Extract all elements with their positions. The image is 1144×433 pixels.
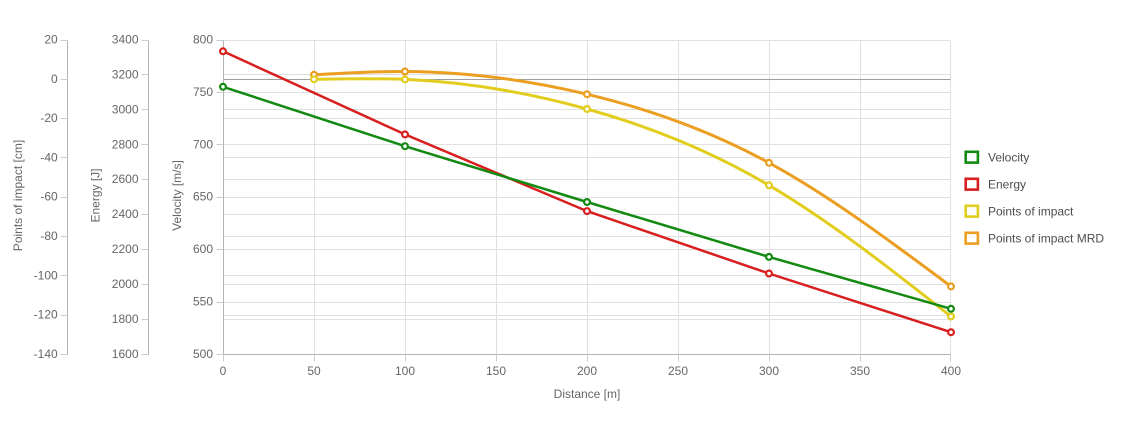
svg-text:Velocity [m/s]: Velocity [m/s]: [170, 160, 184, 231]
svg-text:250: 250: [668, 364, 688, 378]
svg-text:Distance [m]: Distance [m]: [554, 387, 621, 401]
svg-text:20: 20: [44, 33, 58, 47]
svg-text:600: 600: [193, 242, 213, 256]
svg-text:0: 0: [220, 364, 227, 378]
svg-text:-40: -40: [40, 150, 58, 164]
svg-text:Velocity: Velocity: [988, 150, 1029, 164]
svg-text:300: 300: [759, 364, 779, 378]
svg-text:700: 700: [193, 137, 213, 151]
svg-text:-120: -120: [34, 308, 58, 322]
svg-text:Energy [J]: Energy [J]: [88, 168, 102, 222]
svg-text:Points of impact [cm]: Points of impact [cm]: [11, 140, 25, 251]
svg-text:-20: -20: [40, 111, 58, 125]
svg-text:Energy: Energy: [988, 177, 1026, 191]
svg-text:2000: 2000: [112, 277, 139, 291]
svg-text:2200: 2200: [112, 242, 139, 256]
svg-text:3400: 3400: [112, 33, 139, 47]
svg-text:-60: -60: [40, 190, 58, 204]
svg-text:800: 800: [193, 33, 213, 47]
svg-text:750: 750: [193, 85, 213, 99]
svg-text:2600: 2600: [112, 172, 139, 186]
svg-text:3200: 3200: [112, 67, 139, 81]
svg-text:500: 500: [193, 347, 213, 361]
svg-text:350: 350: [850, 364, 870, 378]
svg-text:3000: 3000: [112, 102, 139, 116]
svg-text:2400: 2400: [112, 207, 139, 221]
svg-text:1600: 1600: [112, 347, 139, 361]
svg-text:-140: -140: [34, 347, 58, 361]
svg-text:200: 200: [577, 364, 597, 378]
svg-text:Points of impact: Points of impact: [988, 204, 1074, 218]
svg-text:1800: 1800: [112, 312, 139, 326]
svg-text:100: 100: [395, 364, 415, 378]
svg-text:-80: -80: [40, 229, 58, 243]
svg-text:400: 400: [941, 364, 961, 378]
svg-text:Points of impact MRD: Points of impact MRD: [988, 231, 1104, 245]
svg-text:-100: -100: [34, 268, 58, 282]
svg-text:50: 50: [307, 364, 321, 378]
svg-text:150: 150: [486, 364, 506, 378]
svg-text:0: 0: [51, 72, 58, 86]
svg-text:2800: 2800: [112, 137, 139, 151]
svg-text:650: 650: [193, 190, 213, 204]
svg-text:550: 550: [193, 295, 213, 309]
